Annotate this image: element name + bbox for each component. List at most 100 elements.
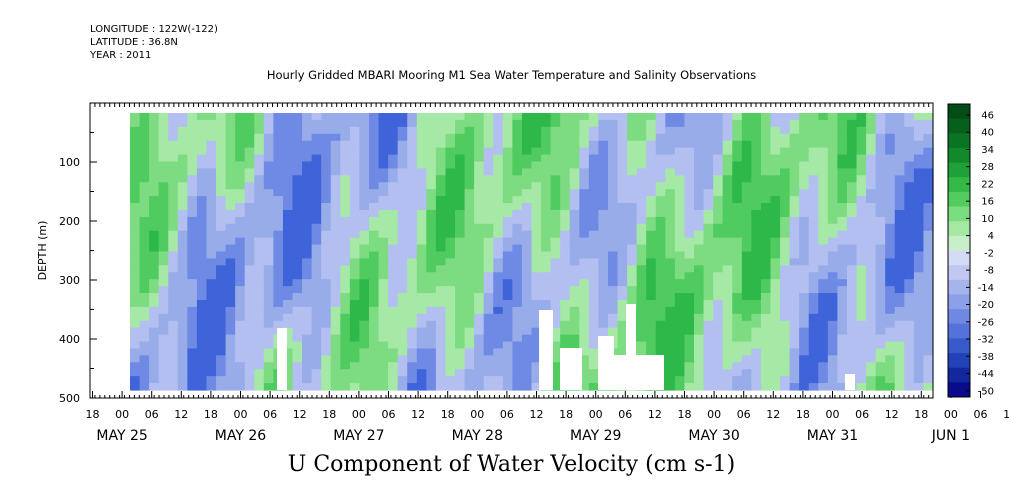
heatmap-cell <box>818 348 829 356</box>
heatmap-cell <box>904 376 915 384</box>
heatmap-cell <box>827 237 839 246</box>
heatmap-cell <box>225 286 236 294</box>
heatmap-cell <box>435 369 447 377</box>
heatmap-cell <box>474 272 485 280</box>
heatmap-cell <box>665 154 676 163</box>
heatmap-cell <box>321 258 332 266</box>
colorbar-label: 34 <box>981 145 994 156</box>
heatmap-cell <box>359 223 370 232</box>
heatmap-cell <box>455 383 466 391</box>
heatmap-cell <box>244 237 255 246</box>
heatmap-cell <box>674 383 686 391</box>
heatmap-cell <box>311 223 322 232</box>
heatmap-cell <box>770 244 781 253</box>
heatmap-cell <box>330 355 341 363</box>
heatmap-cell <box>397 272 408 280</box>
heatmap-cell <box>875 293 886 301</box>
heatmap-cell <box>617 223 628 232</box>
heatmap-cell <box>579 175 590 183</box>
heatmap-cell <box>531 244 542 253</box>
heatmap-cell <box>636 313 647 322</box>
heatmap-cell <box>292 327 303 336</box>
heatmap-cell <box>598 237 609 246</box>
heatmap-cell <box>655 154 666 163</box>
heatmap-cell <box>866 348 877 356</box>
heatmap-cell <box>904 334 915 343</box>
heatmap-cell <box>455 175 466 183</box>
heatmap-cell <box>244 313 255 322</box>
heatmap-cell <box>273 216 284 225</box>
heatmap-cell <box>130 168 141 176</box>
heatmap-cell <box>674 133 686 142</box>
heatmap-cell <box>655 119 666 128</box>
heatmap-cell <box>770 258 781 266</box>
heatmap-cell <box>292 341 303 350</box>
heatmap-cell <box>665 272 676 280</box>
heatmap-cell <box>474 334 485 343</box>
heatmap-cell <box>225 320 236 329</box>
heatmap-cell <box>617 182 628 190</box>
heatmap-cell <box>426 334 437 343</box>
heatmap-cell <box>263 327 274 336</box>
heatmap-cell <box>493 293 504 301</box>
heatmap-cell <box>216 313 227 322</box>
heatmap-cell <box>799 189 810 197</box>
heatmap-cell <box>846 154 858 163</box>
heatmap-cell <box>282 244 294 253</box>
heatmap-cell <box>665 279 676 287</box>
heatmap-cell <box>512 113 523 121</box>
heatmap-cell <box>866 341 877 350</box>
heatmap-cell <box>684 369 695 377</box>
heatmap-cell <box>713 119 724 128</box>
heatmap-cell <box>674 230 686 239</box>
heatmap-cell <box>455 203 466 211</box>
heatmap-cell <box>254 237 265 246</box>
heatmap-cell <box>512 355 523 363</box>
heatmap-cell <box>674 113 686 121</box>
heatmap-cell <box>407 203 418 211</box>
heatmap-cell <box>588 299 600 308</box>
heatmap-cell <box>368 147 380 156</box>
heatmap-cell <box>416 265 427 273</box>
heatmap-cell <box>321 362 332 370</box>
heatmap-cell <box>416 196 427 204</box>
heatmap-cell <box>302 168 313 176</box>
heatmap-cell <box>885 203 896 211</box>
heatmap-cell <box>302 313 313 322</box>
heatmap-cell <box>560 306 571 315</box>
heatmap-cell <box>455 313 466 322</box>
heatmap-cell <box>617 258 628 266</box>
heatmap-cell <box>665 355 676 363</box>
heatmap-cell <box>827 175 839 183</box>
heatmap-cell <box>923 348 934 356</box>
heatmap-cell <box>780 293 791 301</box>
heatmap-cell <box>722 258 733 266</box>
heatmap-cell <box>550 154 561 163</box>
heatmap-cell <box>674 175 686 183</box>
heatmap-cell <box>674 216 686 225</box>
heatmap-cell <box>502 286 513 294</box>
colorbar-label: 10 <box>981 214 994 225</box>
heatmap-cell <box>760 258 772 266</box>
heatmap-cell <box>426 237 437 246</box>
heatmap-cell <box>282 168 294 176</box>
x-date-label: JUN 1 <box>931 428 970 444</box>
heatmap-cell <box>722 216 733 225</box>
heatmap-cell <box>321 216 332 225</box>
heatmap-cell <box>158 154 169 163</box>
heatmap-cell <box>627 230 638 239</box>
heatmap-cell <box>598 113 609 121</box>
heatmap-cell <box>665 341 676 350</box>
heatmap-cell <box>416 230 427 239</box>
heatmap-cell <box>216 237 227 246</box>
heatmap-cell <box>493 313 504 322</box>
heatmap-cell <box>703 161 714 169</box>
heatmap-cell <box>254 147 265 156</box>
heatmap-cell <box>330 147 341 156</box>
heatmap-cell <box>130 348 141 356</box>
heatmap-cell <box>263 251 274 260</box>
heatmap-cell <box>349 175 361 183</box>
heatmap-cell <box>846 327 858 336</box>
heatmap-cell <box>330 334 341 343</box>
heatmap-cell <box>340 216 351 225</box>
